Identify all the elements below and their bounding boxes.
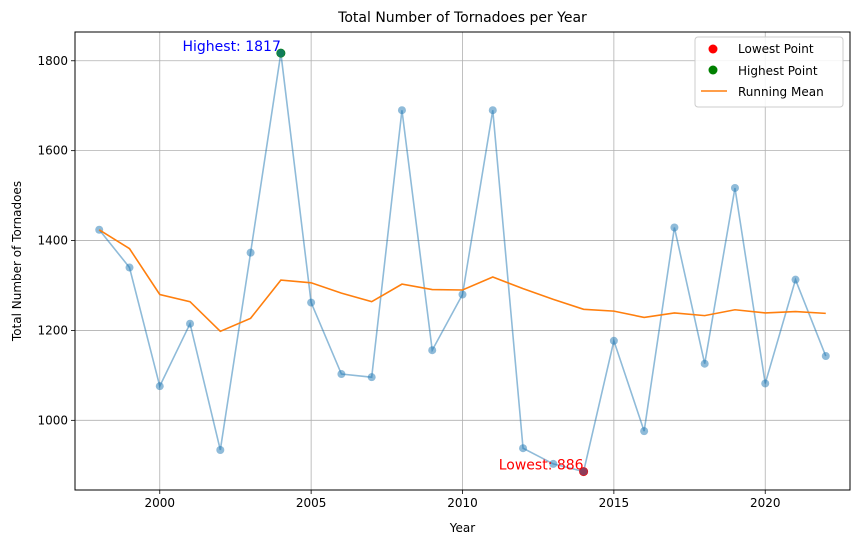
tornado-count-point xyxy=(155,382,164,391)
tornado-count-point xyxy=(519,444,528,453)
tornado-count-point xyxy=(488,106,497,115)
tornado-count-point xyxy=(458,290,467,299)
tornado-count-point xyxy=(821,352,830,361)
tornado-count-point xyxy=(791,275,800,284)
legend: Lowest Point Highest Point Running Mean xyxy=(694,36,844,108)
tornado-count-point xyxy=(216,445,225,454)
tornado-count-point xyxy=(337,370,346,379)
legend-highest-label: Highest Point xyxy=(738,64,818,78)
y-tick-label: 1600 xyxy=(37,144,68,158)
lowest-point-overlay xyxy=(579,467,588,476)
legend-lowest-marker xyxy=(708,44,718,54)
y-tick-label: 1200 xyxy=(37,323,68,337)
tornado-count-point xyxy=(428,346,437,355)
tornado-count-point xyxy=(640,427,649,436)
x-tick-label: 2020 xyxy=(750,496,781,510)
x-tick-label: 2015 xyxy=(599,496,630,510)
tornado-count-point xyxy=(125,263,134,272)
tornado-count-point xyxy=(549,459,558,468)
x-axis-label: Year xyxy=(449,521,475,535)
tornado-count-point xyxy=(730,183,739,192)
legend-running-mean-label: Running Mean xyxy=(738,85,824,99)
y-tick-label: 1800 xyxy=(37,54,68,68)
tornado-count-point xyxy=(609,336,618,345)
y-tick-label: 1400 xyxy=(37,234,68,248)
running-mean-line xyxy=(98,229,826,333)
highest-point-overlay xyxy=(276,49,285,58)
tornado-count-point xyxy=(186,319,195,328)
tornado-count-point xyxy=(246,248,255,257)
x-tick-label: 2000 xyxy=(144,496,175,510)
tornado-count-point xyxy=(397,106,406,115)
tornado-count-point xyxy=(700,359,709,368)
y-tick-label: 1000 xyxy=(37,413,68,427)
legend-lowest-label: Lowest Point xyxy=(738,42,814,56)
tornado-count-point xyxy=(761,379,770,388)
x-tick-label: 2005 xyxy=(296,496,327,510)
tornado-count-point xyxy=(307,298,316,307)
x-tick-label: 2010 xyxy=(447,496,478,510)
tornado-count-point xyxy=(367,373,376,382)
annotation-layer: Highest: 1817 Lowest: 886 xyxy=(182,39,589,477)
lowest-point-label: Lowest: 886 xyxy=(499,458,584,474)
y-axis-label: Total Number of Tornadoes xyxy=(10,181,24,342)
chart-title: Total Number of Tornadoes per Year xyxy=(337,10,587,26)
highest-point-label: Highest: 1817 xyxy=(182,39,280,55)
tick-layer: 2000 2005 2010 2015 2020 1000 1200 1400 1600 1800 xyxy=(37,54,780,510)
tornado-count-point xyxy=(670,223,679,232)
legend-highest-marker xyxy=(708,65,718,75)
legend-box xyxy=(694,36,844,108)
